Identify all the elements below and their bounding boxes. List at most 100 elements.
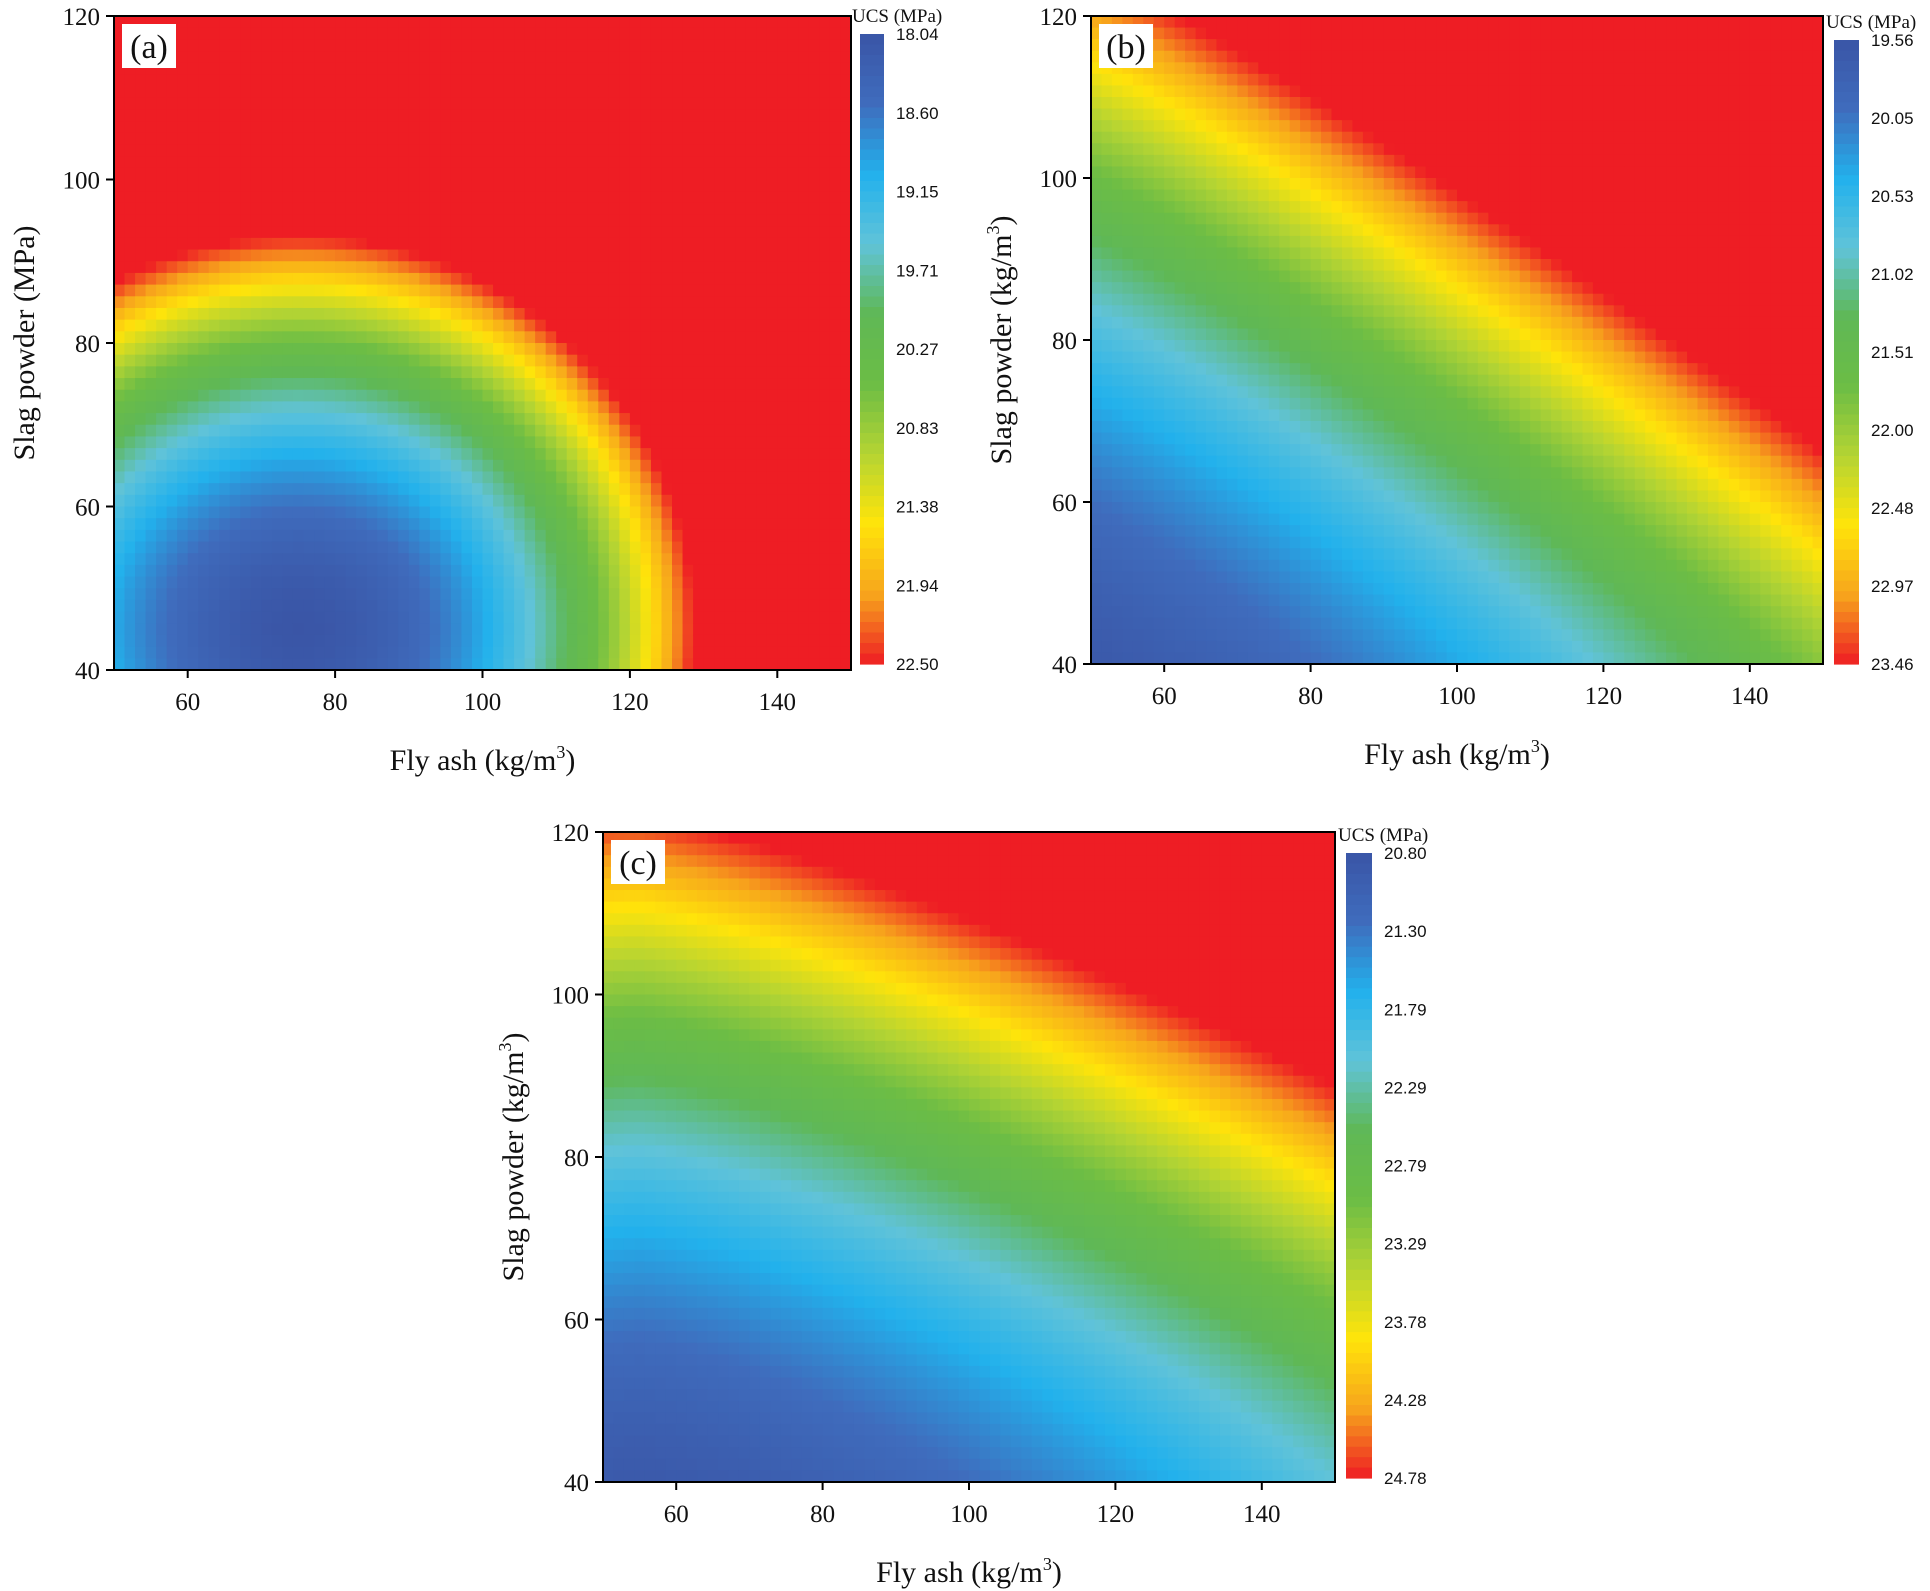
heatmap-cell xyxy=(387,611,399,624)
heatmap-cell xyxy=(819,611,831,624)
heatmap-cell xyxy=(1268,73,1280,87)
heatmap-cell xyxy=(556,541,568,554)
heatmap-cell xyxy=(1143,606,1155,619)
heatmap-cell xyxy=(777,307,789,321)
heatmap-cell xyxy=(1247,27,1259,40)
heatmap-cell xyxy=(429,51,441,64)
heatmap-cell xyxy=(1122,316,1134,330)
heatmap-cell xyxy=(240,459,252,473)
heatmap-cell xyxy=(1174,340,1186,353)
heatmap-cell xyxy=(1174,178,1186,191)
heatmap-cell xyxy=(440,389,452,402)
heatmap-cell xyxy=(408,413,420,426)
heatmap-cell xyxy=(156,436,168,449)
heatmap-cell xyxy=(1091,409,1103,422)
heatmap-cell xyxy=(777,167,789,181)
heatmap-cell xyxy=(1226,178,1238,191)
heatmap-cell xyxy=(208,389,220,402)
heatmap-cell xyxy=(1164,131,1176,144)
heatmap-cell xyxy=(1091,259,1103,272)
heatmap-cell xyxy=(335,132,347,146)
heatmap-cell xyxy=(514,202,526,216)
colorbar-swatch xyxy=(860,317,884,329)
heatmap-cell xyxy=(271,599,284,613)
heatmap-cell xyxy=(1258,525,1270,538)
heatmap-cell xyxy=(840,97,852,111)
heatmap-cell xyxy=(303,109,315,122)
heatmap-cell xyxy=(461,144,473,157)
heatmap-cell xyxy=(577,529,589,543)
heatmap-cell xyxy=(703,588,715,601)
heatmap-cell xyxy=(766,413,778,426)
heatmap-cell xyxy=(1101,432,1113,445)
heatmap-cell xyxy=(471,331,484,344)
heatmap-cell xyxy=(1185,247,1197,260)
heatmap-cell xyxy=(640,483,652,496)
heatmap-cell xyxy=(1132,259,1144,272)
heatmap-cell xyxy=(292,646,305,659)
heatmap-cell xyxy=(1132,536,1144,549)
heatmap-cell xyxy=(114,459,126,473)
heatmap-cell xyxy=(292,74,305,87)
heatmap-cell xyxy=(619,296,631,309)
heatmap-cell xyxy=(240,529,252,543)
heatmap-cell xyxy=(282,16,294,29)
heatmap-cell xyxy=(745,413,757,426)
heatmap-cell xyxy=(1237,478,1249,492)
heatmap-cell xyxy=(756,237,768,251)
heatmap-cell xyxy=(366,436,378,449)
heatmap-cell xyxy=(1101,212,1113,225)
heatmap-cell xyxy=(292,424,305,438)
heatmap-cell xyxy=(1164,467,1176,480)
heatmap-cell xyxy=(282,202,294,216)
heatmap-cell xyxy=(314,623,326,636)
heatmap-cell xyxy=(545,249,557,262)
heatmap-cell xyxy=(1091,629,1103,642)
heatmap-cell xyxy=(377,167,389,181)
heatmap-cell xyxy=(693,237,705,251)
heatmap-cell xyxy=(314,611,326,624)
heatmap-cell xyxy=(156,366,168,379)
heatmap-cell xyxy=(1132,467,1144,480)
heatmap-cell xyxy=(177,249,189,262)
heatmap-cell xyxy=(450,448,463,461)
heatmap-cell xyxy=(1122,328,1134,341)
heatmap-cell xyxy=(408,249,420,262)
heatmap-cell xyxy=(1268,120,1280,133)
heatmap-cell xyxy=(135,272,147,286)
heatmap-cell xyxy=(819,51,831,64)
heatmap-cell xyxy=(250,284,262,297)
heatmap-cell xyxy=(672,249,684,262)
heatmap-cell xyxy=(124,272,136,286)
heatmap-cell xyxy=(629,424,642,438)
heatmap-cell xyxy=(219,97,231,111)
heatmap-cell xyxy=(1091,120,1103,133)
heatmap-cell xyxy=(208,634,220,648)
heatmap-cell xyxy=(1143,594,1155,607)
heatmap-cell xyxy=(829,564,842,578)
heatmap-cell xyxy=(377,74,389,87)
heatmap-cell xyxy=(356,132,368,146)
heatmap-cell xyxy=(1237,386,1249,399)
heatmap-cell xyxy=(366,319,378,332)
heatmap-cell xyxy=(461,156,473,169)
heatmap-cell xyxy=(377,109,389,122)
heatmap-cell xyxy=(219,284,231,297)
heatmap-cell xyxy=(1216,131,1228,144)
heatmap-cell xyxy=(503,226,515,239)
heatmap-cell xyxy=(608,249,620,262)
heatmap-cell xyxy=(829,319,842,332)
heatmap-cell xyxy=(724,132,736,146)
heatmap-cell xyxy=(482,553,494,566)
heatmap-cell xyxy=(493,366,505,379)
heatmap-cell xyxy=(440,62,452,75)
heatmap-cell xyxy=(345,471,357,484)
heatmap-cell xyxy=(545,167,557,181)
heatmap-cell xyxy=(314,529,326,543)
heatmap-cell xyxy=(577,261,589,274)
heatmap-cell xyxy=(787,471,799,484)
heatmap-cell xyxy=(672,436,684,449)
heatmap-cell xyxy=(766,483,778,496)
heatmap-cell xyxy=(261,518,273,531)
heatmap-cell xyxy=(682,179,694,192)
